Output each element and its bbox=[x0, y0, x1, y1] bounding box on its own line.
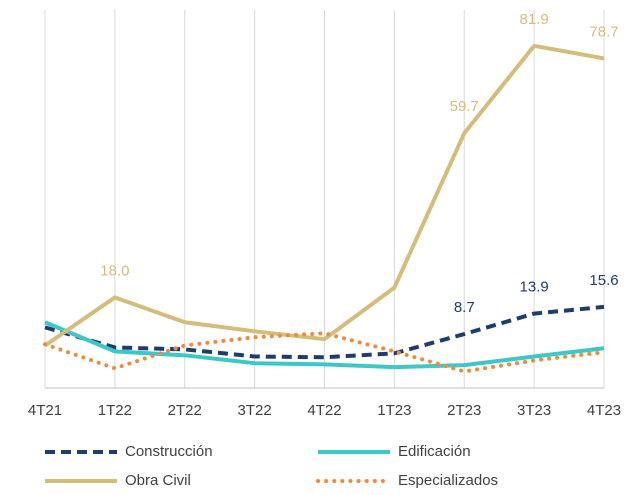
x-tick-label: 4T21 bbox=[28, 402, 62, 419]
data-label: 59.7 bbox=[450, 98, 479, 115]
legend-label: Obra Civil bbox=[125, 472, 191, 489]
data-label: 15.6 bbox=[589, 272, 618, 289]
legend-label: Construcción bbox=[125, 443, 213, 460]
data-label: 8.7 bbox=[454, 299, 475, 316]
data-label: 81.9 bbox=[520, 11, 549, 28]
x-tick-label: 1T22 bbox=[98, 402, 132, 419]
data-label: 13.9 bbox=[520, 279, 549, 296]
x-tick-label: 3T23 bbox=[517, 402, 551, 419]
x-tick-label: 3T22 bbox=[238, 402, 272, 419]
x-tick-label: 2T23 bbox=[447, 402, 481, 419]
data-label: 18.0 bbox=[100, 262, 129, 279]
series-line bbox=[43, 331, 606, 374]
x-tick-label: 2T22 bbox=[168, 402, 202, 419]
series-line bbox=[44, 304, 605, 360]
x-tick-label: 4T22 bbox=[307, 402, 341, 419]
series-line bbox=[43, 43, 605, 348]
x-tick-label: 4T23 bbox=[587, 402, 621, 419]
legend-label: Especializados bbox=[398, 472, 498, 489]
series-line bbox=[44, 320, 605, 370]
legend-label: Edificación bbox=[398, 443, 471, 460]
x-tick-label: 1T23 bbox=[377, 402, 411, 419]
data-label: 78.7 bbox=[589, 23, 618, 40]
